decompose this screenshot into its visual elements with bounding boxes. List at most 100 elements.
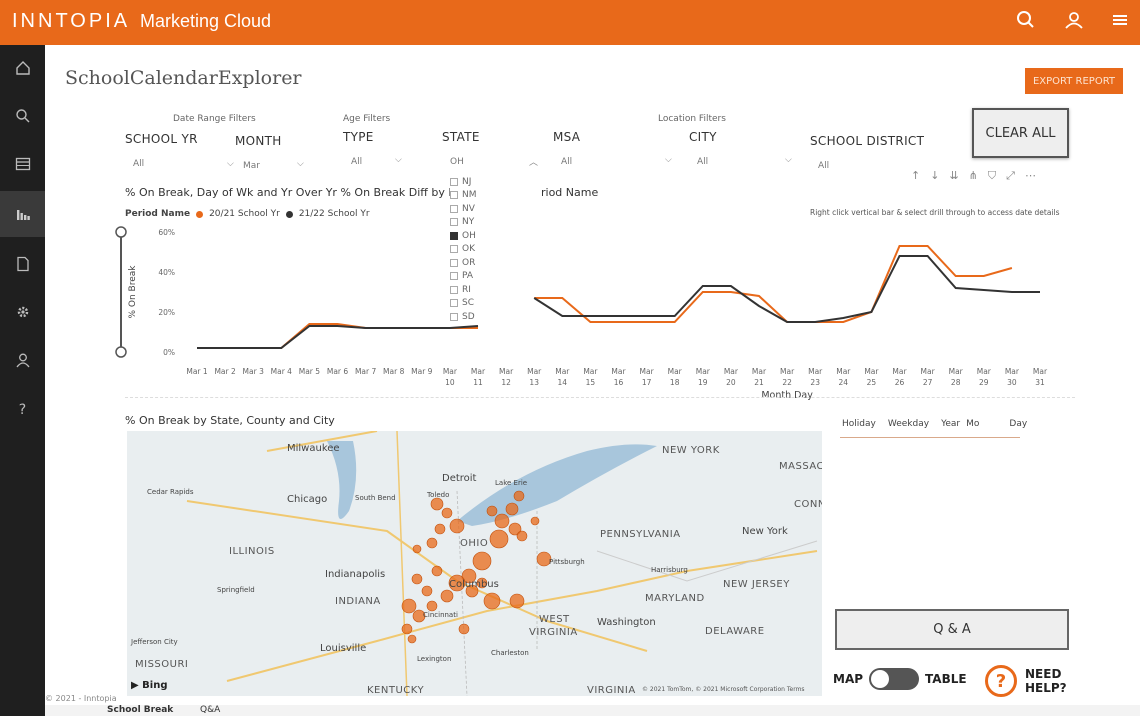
- search-icon[interactable]: [1016, 10, 1040, 34]
- page-tab-school-break[interactable]: School Break: [107, 705, 174, 715]
- series-line-2122[interactable]: [197, 255, 1040, 349]
- range-slider-handle-low[interactable]: [115, 346, 127, 358]
- filter-dropdown-school-yr[interactable]: All: [133, 159, 145, 169]
- map-table-toggle[interactable]: MAP TABLE: [833, 668, 967, 690]
- page-title: SchoolCalendarExplorer: [65, 67, 302, 89]
- calendar-icon[interactable]: [0, 141, 45, 187]
- y-tick-label: 0%: [163, 348, 175, 357]
- map-label-charleston: Charleston: [491, 649, 529, 657]
- filter-dropdown-type[interactable]: All: [351, 157, 363, 167]
- filter-dropdown-msa[interactable]: All: [561, 157, 573, 167]
- toggle-switch[interactable]: [869, 668, 920, 690]
- legend-item-2021[interactable]: 20/21 School Yr: [209, 209, 280, 219]
- state-option[interactable]: OR: [450, 256, 488, 270]
- state-option[interactable]: RI: [450, 283, 488, 297]
- expand-all-icon[interactable]: ⋔: [968, 169, 978, 182]
- state-dropdown-list[interactable]: NJ NM NV NY OH OK OR PA RI SC SD: [450, 175, 488, 323]
- checkbox[interactable]: [450, 245, 458, 254]
- checkbox[interactable]: [450, 272, 458, 281]
- help-line-2: HELP?: [1025, 681, 1067, 695]
- filter-icon[interactable]: ⛉: [987, 169, 997, 182]
- user-icon[interactable]: [1064, 10, 1088, 34]
- map-label-virginia: VIRGINIA: [587, 685, 636, 696]
- drill-up-icon[interactable]: ↑: [911, 169, 921, 182]
- state-option[interactable]: PA: [450, 270, 488, 284]
- chevron-down-icon[interactable]: ⌵: [665, 155, 672, 165]
- checkbox[interactable]: [450, 285, 458, 294]
- x-tick-label: 28: [951, 378, 961, 387]
- legend-item-2122[interactable]: 21/22 School Yr: [298, 209, 370, 219]
- tab-month[interactable]: Mo: [966, 419, 980, 429]
- map-label-illinois: ILLINOIS: [229, 546, 275, 557]
- tabs-underline: [840, 437, 1020, 438]
- home-icon[interactable]: [0, 45, 45, 91]
- checkbox[interactable]: [450, 204, 458, 213]
- series-line-2021[interactable]: [197, 245, 1013, 349]
- bubble-map[interactable]: Milwaukee Detroit Chicago NEW YORK MASSA…: [127, 431, 822, 696]
- checkbox[interactable]: [450, 191, 458, 200]
- checkbox[interactable]: [450, 177, 458, 186]
- state-option[interactable]: OK: [450, 243, 488, 257]
- clear-all-button[interactable]: CLEAR ALL: [972, 108, 1069, 158]
- qa-button[interactable]: Q & A: [835, 609, 1069, 650]
- drill-down-icon[interactable]: ↓: [930, 169, 940, 182]
- filter-label-type: TYPE: [343, 130, 374, 144]
- legend-marker-2122: [285, 210, 293, 218]
- checkbox[interactable]: [450, 218, 458, 227]
- more-options-icon[interactable]: ⋯: [1024, 169, 1036, 182]
- state-option[interactable]: SC: [450, 297, 488, 311]
- map-label-pennsylvania: PENNSYLVANIA: [600, 529, 681, 540]
- tab-day[interactable]: Day: [1009, 419, 1028, 429]
- x-tick-label: 14: [558, 378, 568, 387]
- user-icon[interactable]: [0, 337, 45, 383]
- filter-dropdown-month[interactable]: Mar: [243, 161, 260, 171]
- state-option[interactable]: NM: [450, 189, 488, 203]
- checkbox[interactable]: [450, 231, 458, 240]
- state-option[interactable]: NY: [450, 216, 488, 230]
- legend-marker-2021: [196, 210, 204, 218]
- filter-dropdown-school-district[interactable]: All: [818, 161, 830, 171]
- tab-year[interactable]: Year: [941, 419, 961, 429]
- toggle-label-map: MAP: [833, 672, 864, 686]
- checkbox[interactable]: [450, 299, 458, 308]
- tab-holiday[interactable]: Holiday: [842, 419, 876, 429]
- map-label-kentucky: KENTUCKY: [367, 685, 425, 696]
- state-option-label: OH: [462, 230, 476, 241]
- filter-label-month: MONTH: [235, 134, 282, 148]
- need-help-button[interactable]: ? NEED HELP?: [985, 665, 1067, 697]
- filter-dropdown-city[interactable]: All: [697, 157, 709, 167]
- map-bubbles[interactable]: [401, 490, 552, 644]
- help-icon[interactable]: ?: [18, 402, 27, 418]
- sidebar: ?: [0, 45, 45, 716]
- map-label-harrisburg: Harrisburg: [651, 566, 688, 574]
- search-icon[interactable]: [0, 93, 45, 139]
- filter-dropdown-state[interactable]: OH: [450, 157, 464, 167]
- state-option-label: NJ: [462, 176, 472, 187]
- chevron-up-icon[interactable]: ︿: [529, 158, 539, 168]
- gear-icon[interactable]: [0, 289, 45, 335]
- chevron-down-icon[interactable]: ⌵: [395, 155, 402, 165]
- chevron-down-icon[interactable]: ⌵: [227, 159, 234, 169]
- tab-weekday[interactable]: Weekday: [887, 419, 930, 429]
- state-option[interactable]: OH: [450, 229, 488, 243]
- chevron-down-icon[interactable]: ⌵: [785, 155, 792, 165]
- state-option[interactable]: NV: [450, 202, 488, 216]
- y-axis-title: % On Break: [128, 265, 138, 319]
- x-tick-label: Mar 4: [271, 367, 293, 376]
- bar-chart-icon[interactable]: [0, 191, 45, 237]
- checkbox[interactable]: [450, 258, 458, 267]
- chevron-down-icon[interactable]: ⌵: [297, 159, 304, 169]
- page-tab-qa[interactable]: Q&A: [200, 705, 221, 715]
- state-option[interactable]: NJ: [450, 175, 488, 189]
- expand-level-icon[interactable]: ⇊: [949, 169, 959, 182]
- filter-group-location: Location Filters: [658, 114, 726, 124]
- export-report-button[interactable]: EXPORT REPORT: [1025, 68, 1123, 94]
- x-tick-label: 18: [670, 378, 680, 387]
- menu-icon[interactable]: [1110, 10, 1134, 34]
- focus-mode-icon[interactable]: ⤢: [1006, 169, 1015, 182]
- line-chart[interactable]: % On Break 60% 40% 20% 0% Mar 1 Mar 2 Mar 3 Mar …: [115, 215, 1075, 405]
- checkbox[interactable]: [450, 312, 458, 321]
- document-icon[interactable]: [0, 241, 45, 287]
- range-slider-handle-high[interactable]: [115, 226, 127, 238]
- state-option[interactable]: SD: [450, 310, 488, 323]
